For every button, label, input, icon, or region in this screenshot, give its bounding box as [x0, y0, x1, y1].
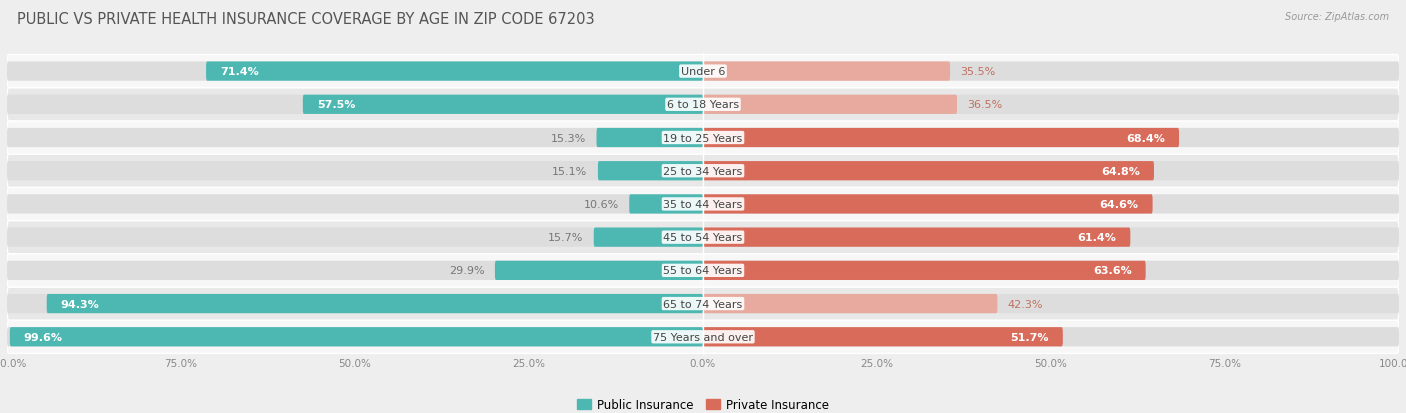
FancyBboxPatch shape — [7, 88, 1399, 121]
FancyBboxPatch shape — [302, 95, 703, 115]
Text: 64.6%: 64.6% — [1099, 199, 1139, 209]
FancyBboxPatch shape — [7, 228, 703, 247]
FancyBboxPatch shape — [7, 62, 703, 81]
Text: 35 to 44 Years: 35 to 44 Years — [664, 199, 742, 209]
FancyBboxPatch shape — [7, 128, 703, 148]
FancyBboxPatch shape — [7, 328, 703, 347]
Text: 36.5%: 36.5% — [967, 100, 1002, 110]
FancyBboxPatch shape — [46, 294, 703, 313]
Text: 51.7%: 51.7% — [1011, 332, 1049, 342]
FancyBboxPatch shape — [703, 195, 1399, 214]
FancyBboxPatch shape — [703, 128, 1180, 148]
FancyBboxPatch shape — [7, 221, 1399, 254]
FancyBboxPatch shape — [7, 95, 703, 115]
Text: PUBLIC VS PRIVATE HEALTH INSURANCE COVERAGE BY AGE IN ZIP CODE 67203: PUBLIC VS PRIVATE HEALTH INSURANCE COVER… — [17, 12, 595, 27]
Text: 15.7%: 15.7% — [548, 233, 583, 242]
FancyBboxPatch shape — [7, 261, 703, 280]
Text: 19 to 25 Years: 19 to 25 Years — [664, 133, 742, 143]
FancyBboxPatch shape — [10, 328, 703, 347]
Text: 61.4%: 61.4% — [1077, 233, 1116, 242]
FancyBboxPatch shape — [703, 261, 1399, 280]
Text: 75 Years and over: 75 Years and over — [652, 332, 754, 342]
FancyBboxPatch shape — [630, 195, 703, 214]
FancyBboxPatch shape — [593, 228, 703, 247]
Text: 68.4%: 68.4% — [1126, 133, 1166, 143]
Text: 25 to 34 Years: 25 to 34 Years — [664, 166, 742, 176]
Text: 45 to 54 Years: 45 to 54 Years — [664, 233, 742, 242]
FancyBboxPatch shape — [703, 162, 1154, 181]
FancyBboxPatch shape — [596, 128, 703, 148]
FancyBboxPatch shape — [703, 228, 1130, 247]
Text: 64.8%: 64.8% — [1101, 166, 1140, 176]
FancyBboxPatch shape — [703, 328, 1063, 347]
Text: 99.6%: 99.6% — [24, 332, 63, 342]
Text: Under 6: Under 6 — [681, 67, 725, 77]
FancyBboxPatch shape — [703, 228, 1399, 247]
FancyBboxPatch shape — [7, 155, 1399, 188]
Text: Source: ZipAtlas.com: Source: ZipAtlas.com — [1285, 12, 1389, 22]
FancyBboxPatch shape — [207, 62, 703, 81]
FancyBboxPatch shape — [7, 121, 1399, 155]
Text: 42.3%: 42.3% — [1008, 299, 1043, 309]
FancyBboxPatch shape — [703, 261, 1146, 280]
FancyBboxPatch shape — [7, 320, 1399, 354]
Text: 10.6%: 10.6% — [583, 199, 619, 209]
FancyBboxPatch shape — [703, 195, 1153, 214]
FancyBboxPatch shape — [7, 195, 703, 214]
FancyBboxPatch shape — [703, 95, 957, 115]
Text: 94.3%: 94.3% — [60, 299, 100, 309]
FancyBboxPatch shape — [703, 95, 1399, 115]
FancyBboxPatch shape — [703, 328, 1399, 347]
FancyBboxPatch shape — [7, 162, 703, 181]
FancyBboxPatch shape — [7, 287, 1399, 320]
Legend: Public Insurance, Private Insurance: Public Insurance, Private Insurance — [572, 393, 834, 413]
FancyBboxPatch shape — [703, 62, 1399, 81]
FancyBboxPatch shape — [598, 162, 703, 181]
FancyBboxPatch shape — [703, 294, 997, 313]
FancyBboxPatch shape — [703, 294, 1399, 313]
Text: 71.4%: 71.4% — [219, 67, 259, 77]
FancyBboxPatch shape — [7, 254, 1399, 287]
FancyBboxPatch shape — [495, 261, 703, 280]
Text: 65 to 74 Years: 65 to 74 Years — [664, 299, 742, 309]
Text: 57.5%: 57.5% — [316, 100, 356, 110]
Text: 55 to 64 Years: 55 to 64 Years — [664, 266, 742, 276]
FancyBboxPatch shape — [7, 55, 1399, 88]
FancyBboxPatch shape — [703, 162, 1399, 181]
Text: 29.9%: 29.9% — [449, 266, 485, 276]
Text: 15.3%: 15.3% — [551, 133, 586, 143]
Text: 6 to 18 Years: 6 to 18 Years — [666, 100, 740, 110]
FancyBboxPatch shape — [703, 128, 1399, 148]
Text: 35.5%: 35.5% — [960, 67, 995, 77]
FancyBboxPatch shape — [7, 294, 703, 313]
FancyBboxPatch shape — [7, 188, 1399, 221]
Text: 15.1%: 15.1% — [553, 166, 588, 176]
FancyBboxPatch shape — [703, 62, 950, 81]
Text: 63.6%: 63.6% — [1092, 266, 1132, 276]
